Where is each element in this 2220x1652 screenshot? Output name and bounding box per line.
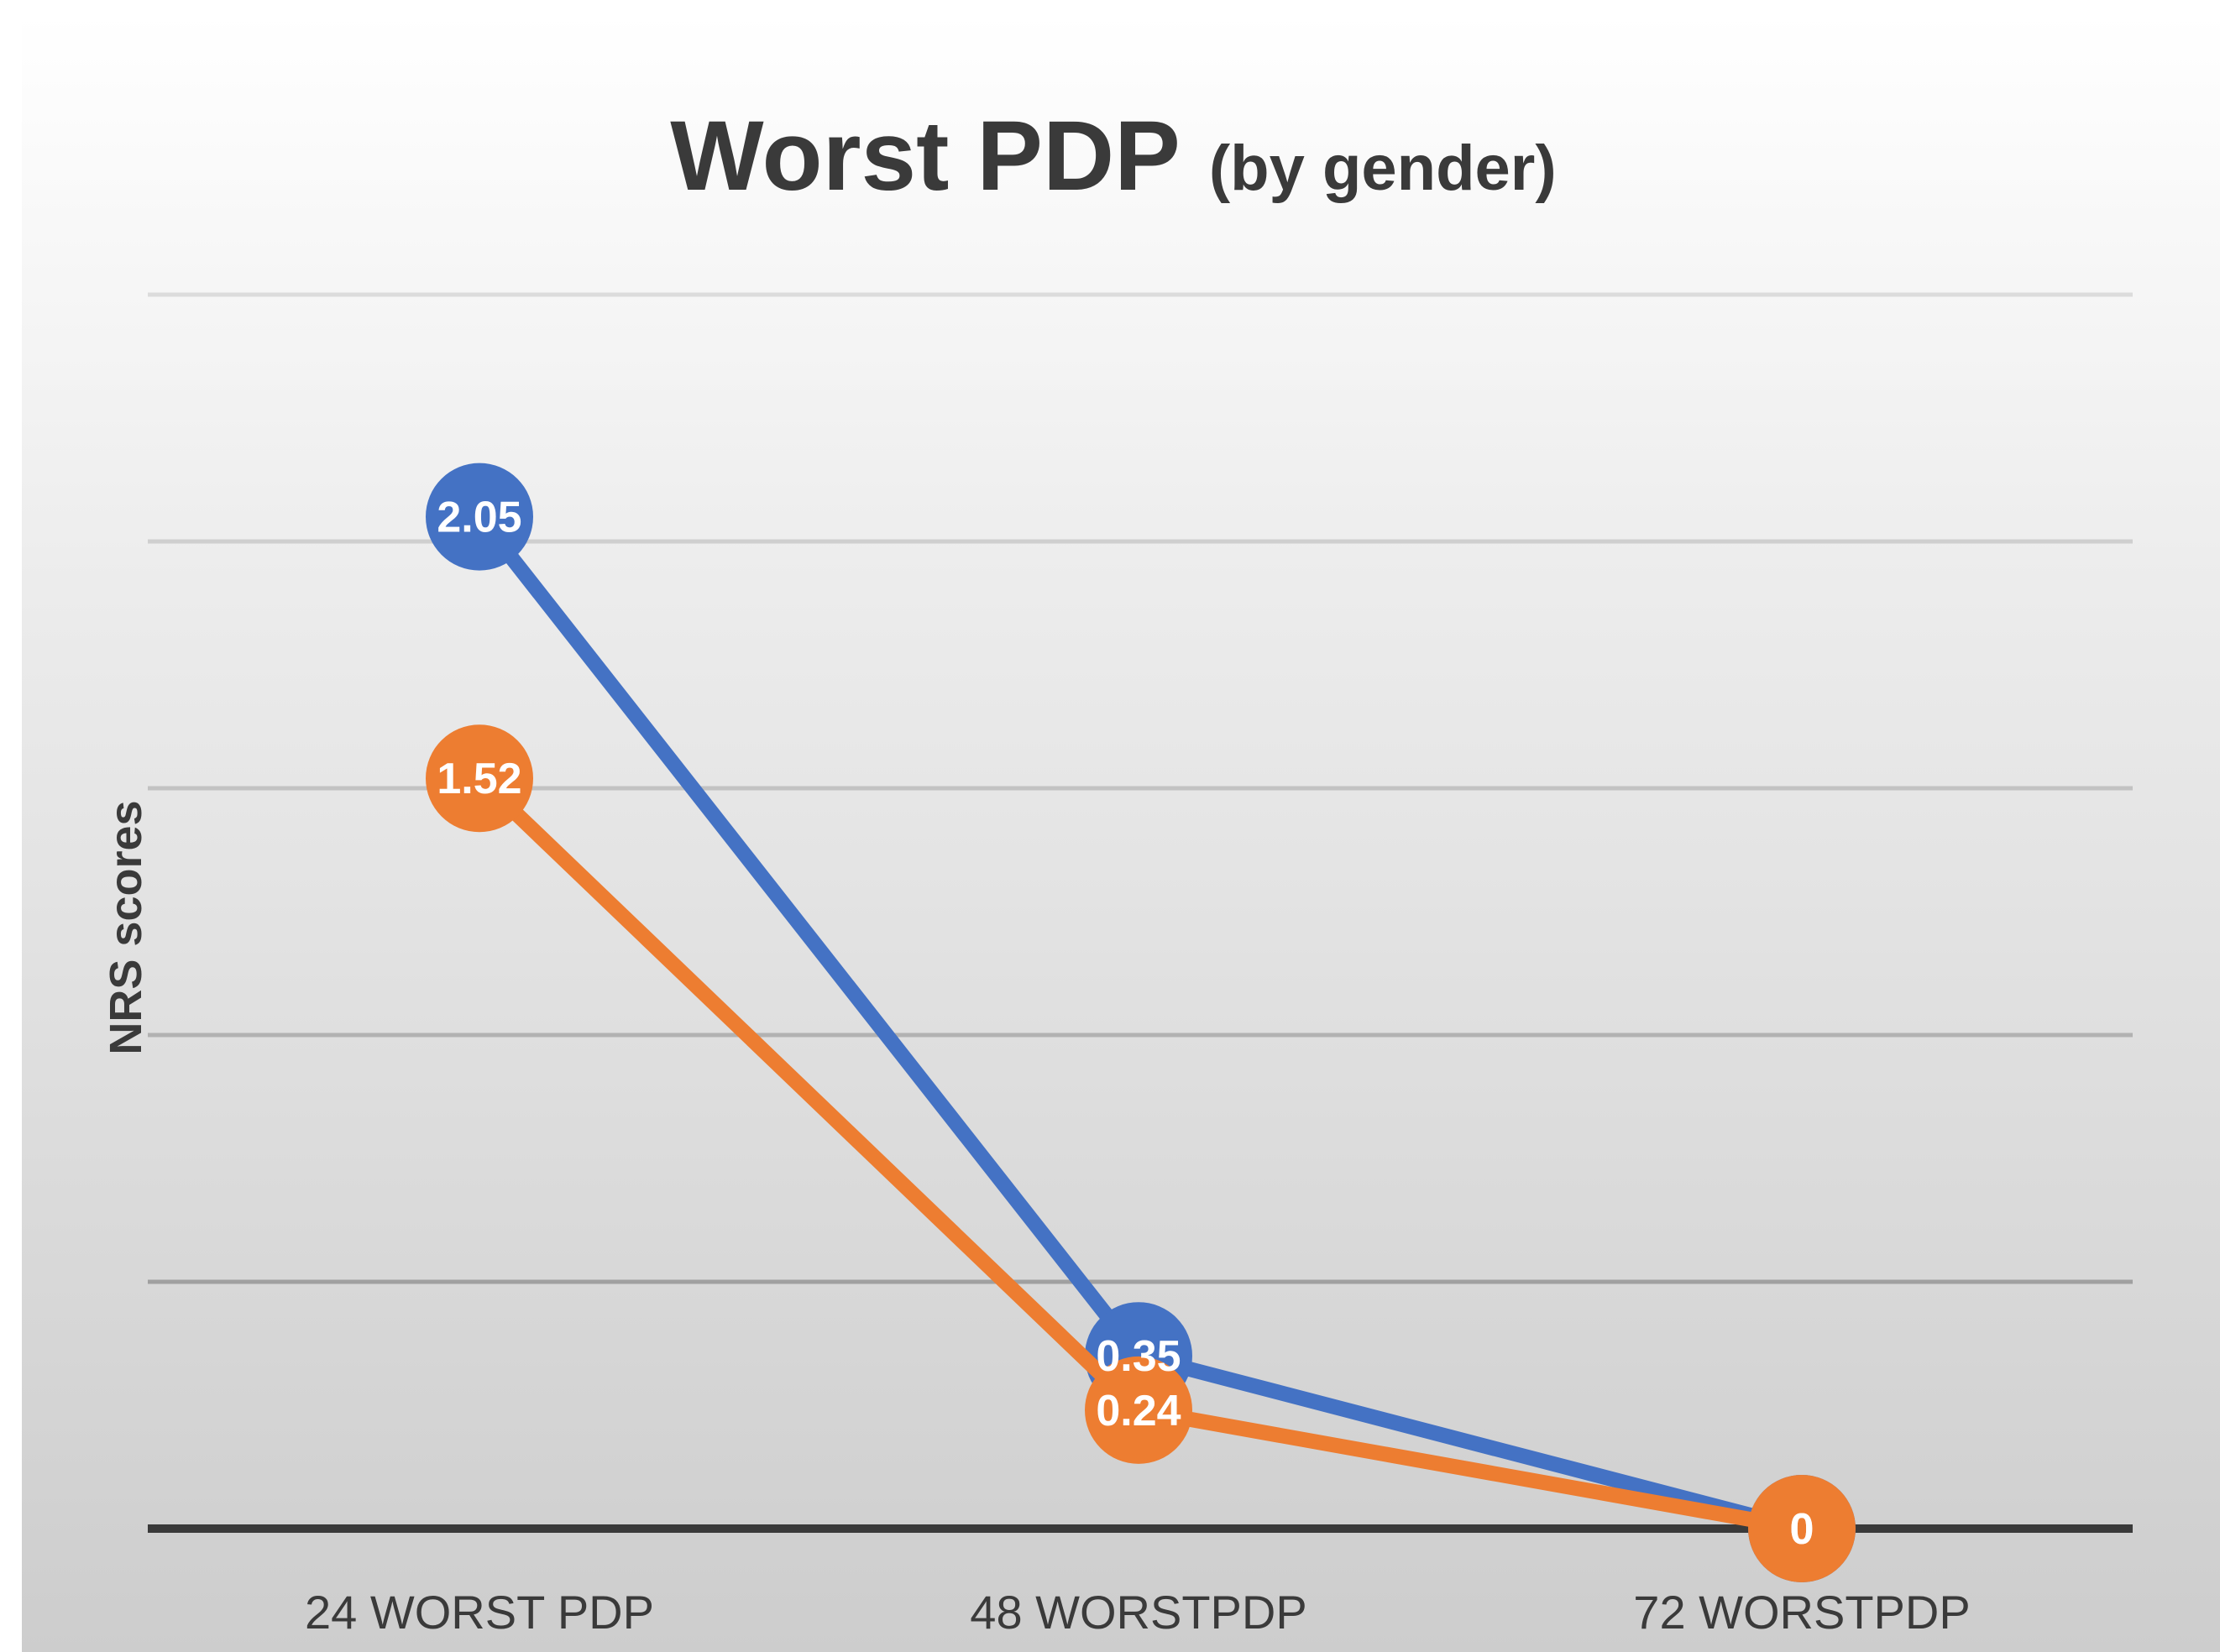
data-label: 0 [1790, 1505, 1814, 1554]
series-1-labels: 2.05 0.35 0 [437, 494, 1814, 1554]
data-point-marker [1748, 1475, 1856, 1582]
data-label: 0.24 [1096, 1387, 1181, 1435]
data-point-marker [426, 463, 533, 571]
data-label: 0 [1790, 1505, 1814, 1554]
chart-area: Worst PDP (by gender) NRS scores 2.05 0.3… [22, 13, 2220, 1652]
data-label: 0.35 [1096, 1332, 1181, 1381]
x-tick-label: 72 WORSTPDP [1633, 1586, 1970, 1639]
x-tick-label: 24 WORST PDP [305, 1586, 654, 1639]
chart-title-main: Worst PDP [670, 101, 1181, 212]
line-chart: Worst PDP (by gender) NRS scores 2.05 0.3… [22, 13, 2220, 1652]
series-2-labels: 1.52 0.24 0 [437, 755, 1814, 1554]
series-group: 2.05 0.35 01.52 0.24 0 [426, 463, 1856, 1582]
y-axis-label: NRS scores [101, 800, 151, 1054]
data-label: 1.52 [437, 755, 521, 803]
x-tick-label: 48 WORSTPDP [970, 1586, 1306, 1639]
chart-title-sub: (by gender) [1209, 133, 1557, 204]
chart-title: Worst PDP (by gender) [670, 101, 1556, 212]
data-point-marker [426, 724, 533, 833]
data-point-marker [1085, 1356, 1192, 1464]
data-label: 2.05 [437, 494, 521, 542]
series-2 [426, 724, 1856, 1582]
x-tick-labels: 24 WORST PDP 48 WORSTPDP 72 WORSTPDP [305, 1586, 1971, 1639]
